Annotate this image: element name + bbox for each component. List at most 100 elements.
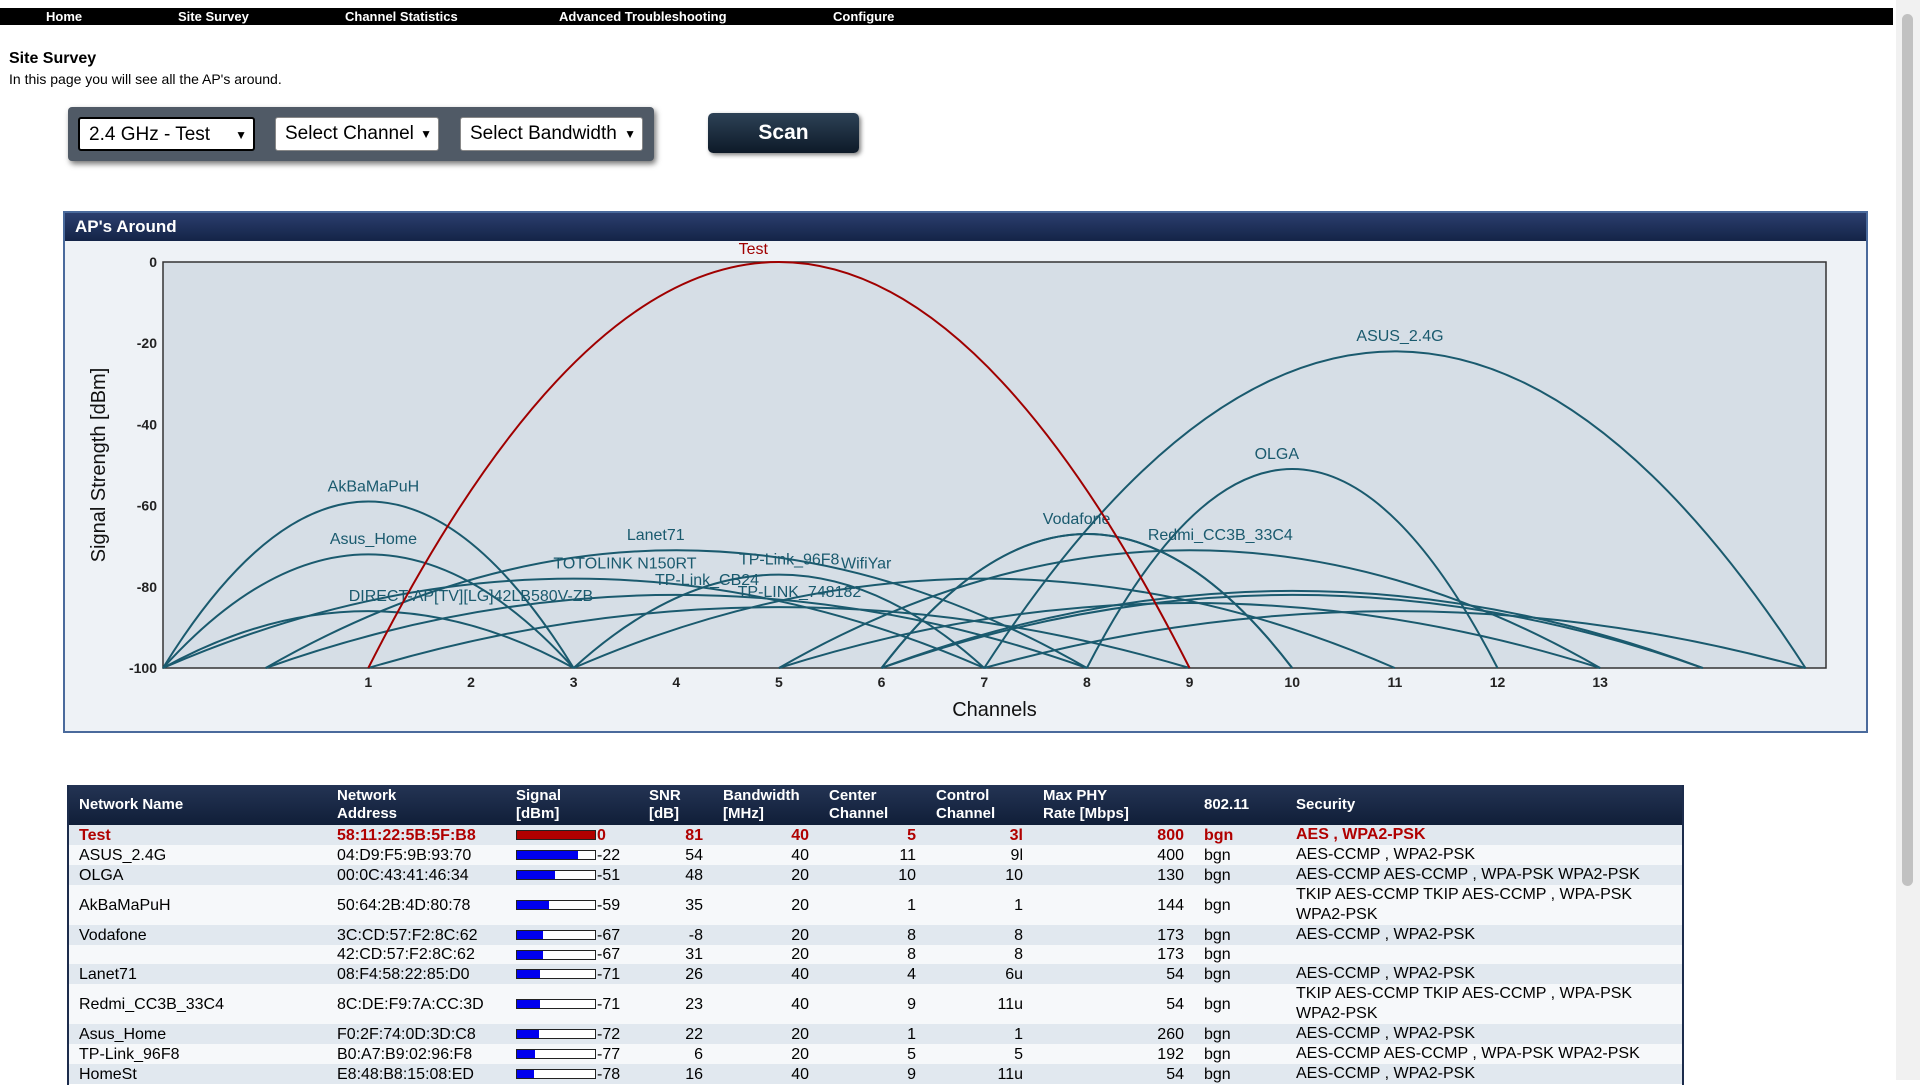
channel-select[interactable]: Select Channel ▼ bbox=[275, 117, 439, 151]
signal-value: -51 bbox=[597, 866, 621, 884]
plot-area bbox=[162, 261, 1827, 669]
cell-bandwidth: 20 bbox=[713, 865, 819, 885]
cell-snr: 35 bbox=[639, 885, 713, 925]
cell-bandwidth: 40 bbox=[713, 964, 819, 985]
table-row[interactable]: TP-Link_96F8 B0:A7:B9:02:96:F8 -77 6 20 5 5 192… bbox=[69, 1044, 1682, 1065]
x-tick-label: 6 bbox=[878, 674, 886, 690]
cell-security: AES-CCMP , WPA2-PSK bbox=[1286, 845, 1682, 865]
cell-mode: bgn bbox=[1194, 984, 1286, 1025]
cell-mode: bgn bbox=[1194, 1024, 1286, 1045]
cell-address: 50:64:2B:4D:80:78 bbox=[327, 885, 506, 925]
cell-center: 8 bbox=[819, 945, 926, 965]
column-header[interactable]: Control Channel bbox=[936, 787, 996, 822]
cell-signal: -71 bbox=[506, 984, 639, 1025]
signal-value: -67 bbox=[597, 926, 621, 944]
column-header[interactable]: Max PHY Rate [Mbps] bbox=[1043, 787, 1129, 822]
column-header[interactable]: Center Channel bbox=[829, 787, 889, 822]
ap-curve-label: TP-Link_CB24 bbox=[655, 572, 759, 589]
table-row[interactable]: OLGA 00:0C:43:41:46:34 -51 48 20 10 10 130 bgn AE… bbox=[69, 865, 1682, 885]
cell-name: ASUS_2.4G bbox=[69, 845, 327, 865]
nav-advanced-troubleshooting[interactable]: Advanced Troubleshooting bbox=[559, 9, 727, 24]
ap-curve-label: ASUS_2.4G bbox=[1356, 328, 1443, 345]
ap-curve-label: Asus_Home bbox=[330, 531, 417, 548]
cell-snr: 48 bbox=[639, 865, 713, 885]
scan-button[interactable]: Scan bbox=[708, 113, 859, 153]
cell-security: AES , WPA2-PSK bbox=[1286, 825, 1682, 845]
cell-control: 6u bbox=[926, 964, 1033, 985]
column-header[interactable]: Network Address bbox=[337, 787, 398, 822]
signal-bar-fill bbox=[517, 970, 540, 979]
signal-value: -71 bbox=[597, 965, 621, 983]
scrollbar-thumb[interactable] bbox=[1902, 14, 1913, 886]
cell-mode: bgn bbox=[1194, 885, 1286, 925]
table-row[interactable]: Vodafone 3C:CD:57:F2:8C:62 -67 -8 20 8 8 173 bgn… bbox=[69, 925, 1682, 945]
ap-signal-curve bbox=[983, 350, 1807, 669]
column-header[interactable]: Security bbox=[1296, 796, 1356, 813]
signal-value: -22 bbox=[597, 846, 621, 864]
signal-bar bbox=[516, 949, 596, 960]
ap-signal-curve bbox=[265, 549, 1088, 669]
table-row[interactable]: HomeSt E8:48:B8:15:08:ED -78 16 40 9 11u 54 bgn A… bbox=[69, 1064, 1682, 1085]
signal-bar-fill bbox=[517, 851, 578, 860]
bandwidth-select[interactable]: Select Bandwidth ▼ bbox=[460, 117, 643, 151]
signal-bar-fill bbox=[517, 1050, 535, 1059]
cell-name: HomeSt bbox=[69, 1064, 327, 1085]
cell-address: 08:F4:58:22:85:D0 bbox=[327, 964, 506, 985]
cell-center: 5 bbox=[819, 1044, 926, 1065]
cell-center: 11 bbox=[819, 845, 926, 865]
ap-curve-label: AkBaMaPuH bbox=[328, 478, 420, 495]
x-tick-label: 3 bbox=[570, 674, 578, 690]
x-tick-label: 5 bbox=[775, 674, 783, 690]
x-tick-label: 9 bbox=[1186, 674, 1194, 690]
cell-address: 8C:DE:F9:7A:CC:3D bbox=[327, 984, 506, 1025]
table-row[interactable]: Asus_Home F0:2F:74:0D:3D:C8 -72 22 20 1 1 260 bg… bbox=[69, 1024, 1682, 1045]
ap-signal-curve bbox=[983, 610, 1806, 669]
table-row[interactable]: ASUS_2.4G 04:D9:F5:9B:93:70 -22 54 40 11 9l 400… bbox=[69, 845, 1682, 865]
nav-site-survey[interactable]: Site Survey bbox=[178, 9, 249, 24]
cell-snr: 23 bbox=[639, 984, 713, 1025]
cell-snr: -8 bbox=[639, 925, 713, 945]
column-header[interactable]: Bandwidth [MHz] bbox=[723, 787, 800, 822]
cell-rate: 192 bbox=[1033, 1044, 1194, 1065]
cell-security: TKIP AES-CCMP TKIP AES-CCMP , WPA-PSK WP… bbox=[1286, 984, 1682, 1025]
band-select[interactable]: 2.4 GHz - Test ▼ bbox=[78, 117, 255, 151]
table-row[interactable]: Lanet71 08:F4:58:22:85:D0 -71 26 40 4 6u 54 bgn A… bbox=[69, 964, 1682, 985]
table-row[interactable]: Redmi_CC3B_33C4 8C:DE:F9:7A:CC:3D -71 23 40 9… bbox=[69, 984, 1682, 1025]
y-tick-label: -40 bbox=[137, 416, 157, 432]
column-header[interactable]: Network Name bbox=[79, 796, 184, 813]
cell-security: AES-CCMP AES-CCMP , WPA-PSK WPA2-PSK bbox=[1286, 865, 1682, 885]
cell-mode: bgn bbox=[1194, 825, 1286, 845]
column-header[interactable]: 802.11 bbox=[1204, 796, 1250, 813]
cell-signal: -22 bbox=[506, 845, 639, 865]
column-header[interactable]: Signal [dBm] bbox=[516, 787, 562, 822]
table-row[interactable]: AkBaMaPuH 50:64:2B:4D:80:78 -59 35 20 1 1 144 bg… bbox=[69, 885, 1682, 925]
cell-bandwidth: 40 bbox=[713, 825, 819, 845]
ap-signal-curve bbox=[1086, 468, 1499, 669]
cell-snr: 22 bbox=[639, 1024, 713, 1045]
cell-address: 00:0C:43:41:46:34 bbox=[327, 865, 506, 885]
cell-bandwidth: 20 bbox=[713, 1044, 819, 1065]
ap-signal-curve bbox=[367, 261, 1191, 669]
cell-snr: 81 bbox=[639, 825, 713, 845]
column-header[interactable]: SNR [dB] bbox=[649, 787, 681, 822]
ap-curve-label: TP-Link_96F8 bbox=[739, 551, 840, 568]
cell-snr: 26 bbox=[639, 964, 713, 985]
signal-bar bbox=[516, 1049, 596, 1060]
nav-configure[interactable]: Configure bbox=[833, 9, 895, 24]
cell-address: 58:11:22:5B:5F:B8 bbox=[327, 825, 506, 845]
nav-home[interactable]: Home bbox=[46, 9, 83, 24]
table-row[interactable]: Test 58:11:22:5B:5F:B8 0 81 40 5 3l 800 bgn AES ,… bbox=[69, 825, 1682, 845]
y-tick-label: -80 bbox=[137, 579, 157, 595]
table-row[interactable]: 42:CD:57:F2:8C:62 -67 31 20 8 8 173 bgn bbox=[69, 945, 1682, 965]
cell-name: Vodafone bbox=[69, 925, 327, 945]
cell-rate: 144 bbox=[1033, 885, 1194, 925]
cell-address: E8:48:B8:15:08:ED bbox=[327, 1064, 506, 1085]
cell-center: 1 bbox=[819, 885, 926, 925]
nav-channel-statistics[interactable]: Channel Statistics bbox=[345, 9, 458, 24]
ap-signal-curve bbox=[162, 500, 575, 669]
ap-signal-curve bbox=[881, 589, 1704, 669]
signal-bar bbox=[516, 1029, 596, 1040]
cell-security bbox=[1286, 945, 1682, 965]
vertical-scrollbar[interactable] bbox=[1896, 0, 1920, 1080]
signal-bar-fill bbox=[517, 1000, 540, 1009]
